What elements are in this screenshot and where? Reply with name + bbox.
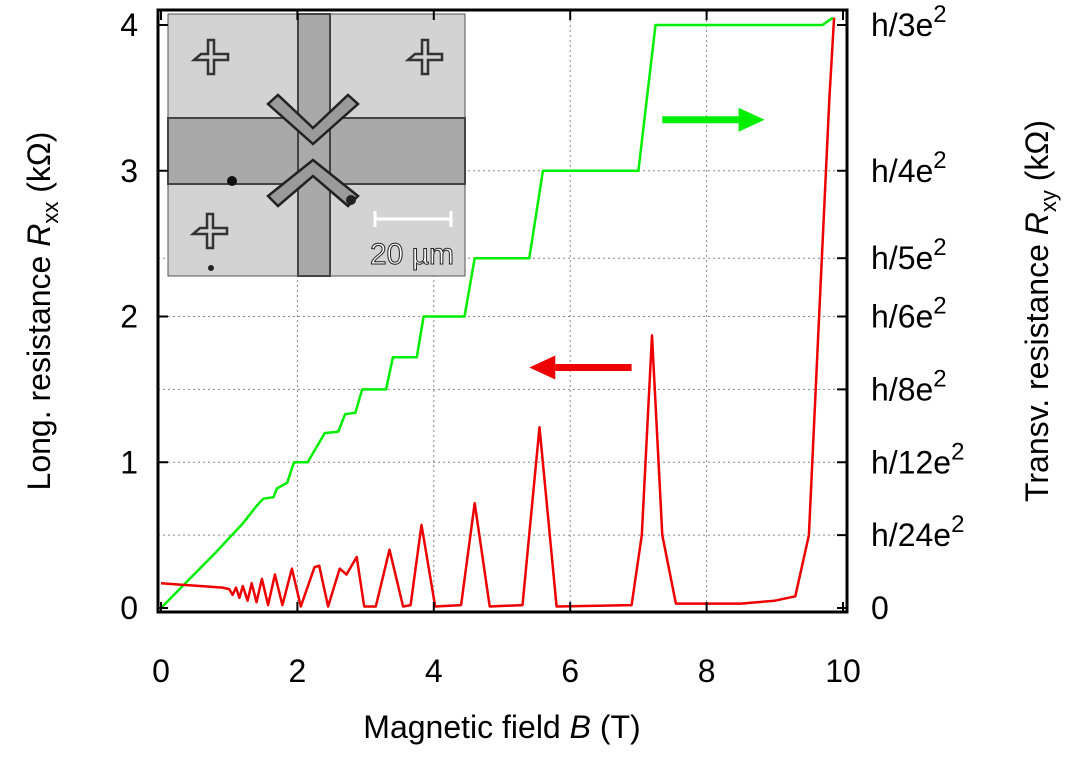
y-right-tick-label: 0 [871,590,889,626]
y-right-tick-label: h/3e2 [871,1,947,43]
y-left-axis-title: Long. resistance Rxx (kΩ) [21,132,63,491]
y-right-tick-label: h/5e2 [871,234,947,276]
y-right-tick-label: h/12e2 [871,438,964,480]
y-right-tick-label: h/24e2 [871,511,964,553]
scale-bar-label: 20 µm [370,238,454,271]
x-tick-label: 6 [561,653,579,689]
scale-bar: 20 µm [370,211,454,272]
y-right-tick-label: h/6e2 [871,293,947,335]
x-axis-title: Magnetic field B (T) [363,709,640,745]
x-tick-label: 4 [425,653,443,689]
y-left-tick-label: 3 [120,153,138,189]
y-right-axis-title: Transv. resistance Rxy (kΩ) [1019,120,1061,502]
y-right-tick-label: h/8e2 [871,365,947,407]
y-right-tick-labels: 0 h/24e2 h/12e2 h/8e2 h/6e2 h/5e2 h/4e2 h/3e2 [871,1,964,626]
series-group [160,16,836,609]
plot-frame [156,8,849,614]
y-left-tick-label: 2 [120,299,138,335]
inset-micrograph: 20 µm [167,13,466,277]
y-left-tick-label: 0 [120,590,138,626]
x-tick-label: 10 [825,653,861,689]
series-line-0 [160,16,834,609]
y-left-tick-labels: 0 1 2 3 4 [120,7,138,626]
x-tick-label: 8 [698,653,716,689]
y-left-tick-label: 1 [120,444,138,480]
x-tick-labels: 0 2 4 6 8 10 [152,653,861,689]
axis-arrow-head-0 [738,107,765,132]
axis-arrow-head-1 [529,355,556,380]
x-tick-label: 2 [289,653,307,689]
y-left-tick-label: 4 [120,7,138,43]
series-line-1 [160,17,836,608]
y-right-tick-label: h/4e2 [871,147,947,189]
x-tick-label: 0 [152,653,170,689]
ticks [158,10,847,612]
arrows [529,107,765,380]
